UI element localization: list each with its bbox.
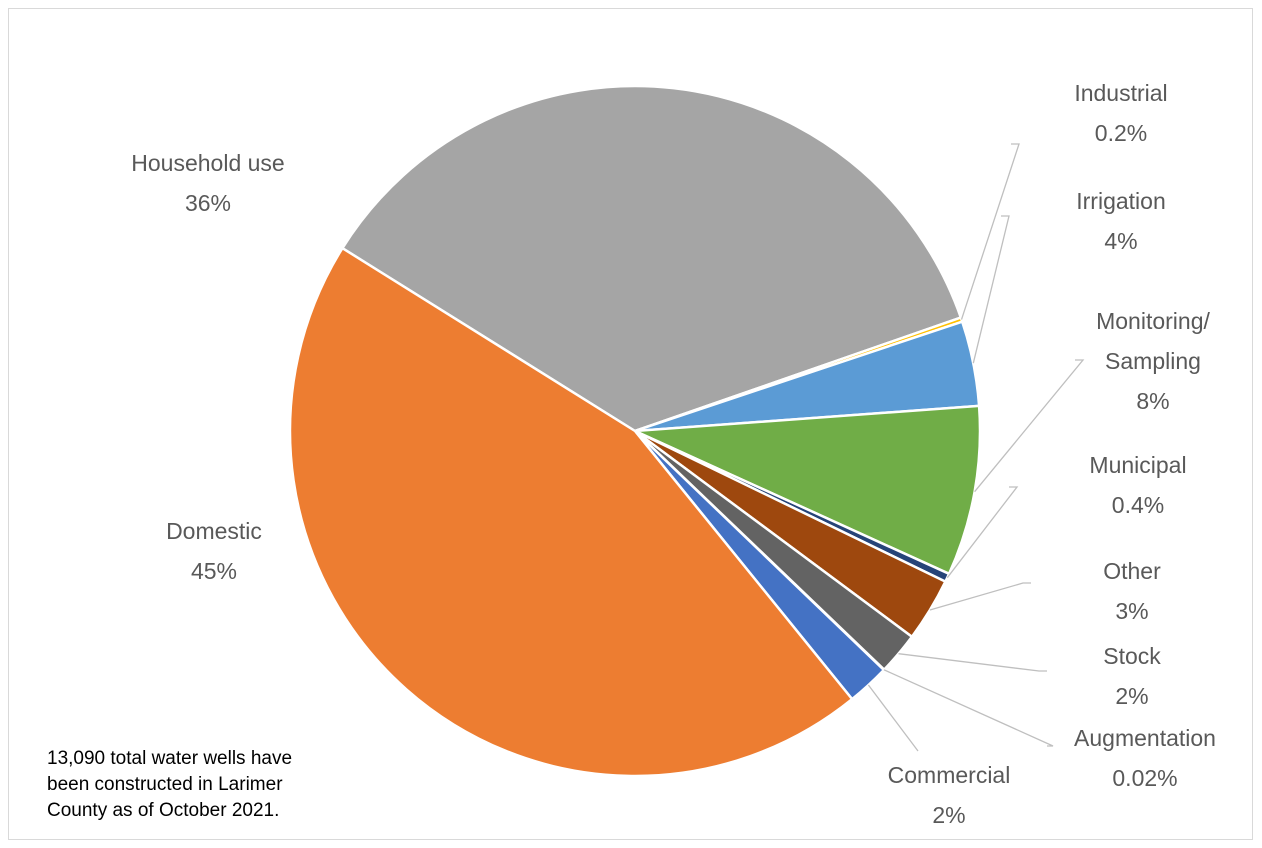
pie-chart: Household use 36% Industrial 0.2% Irrigation… [131,80,1216,828]
total-wells-note: 13,090 total water wells have been const… [47,748,293,821]
leader-line-municipal [946,486,1019,579]
leader-line-stock [898,653,1047,672]
slice-label-stock: Stock 2% [1103,643,1161,709]
pie-slices [288,84,982,778]
slice-label-industrial: Industrial 0.2% [1074,80,1167,146]
leader-line-irrigation [972,215,1010,364]
slice-labels: Household use 36% Industrial 0.2% Irrigation… [131,80,1216,828]
slice-label-monitoring-sampling: Monitoring/Sampling 8% [1096,308,1210,414]
slice-label-domestic: Domestic 45% [166,518,262,584]
leader-line-commercial [867,684,919,752]
leader-line-other [929,582,1031,611]
slice-label-commercial: Commercial 2% [888,762,1011,828]
slice-label-other: Other 3% [1103,558,1161,624]
slice-monitoring-sampling [633,404,982,576]
leader-lines [867,143,1085,752]
slice-label-municipal: Municipal 0.4% [1089,452,1186,518]
leader-line-industrial [960,143,1020,320]
leader-line-augmentation [883,669,1054,747]
slice-domestic [288,246,854,778]
leader-line-monitoring-sampling [974,359,1085,493]
chart-frame: Household use 36% Industrial 0.2% Irrigation… [8,8,1253,840]
slice-label-augmentation: Augmentation 0.02% [1074,725,1216,791]
slice-label-household-use: Household use 36% [131,150,284,216]
slice-label-irrigation: Irrigation 4% [1076,188,1165,254]
